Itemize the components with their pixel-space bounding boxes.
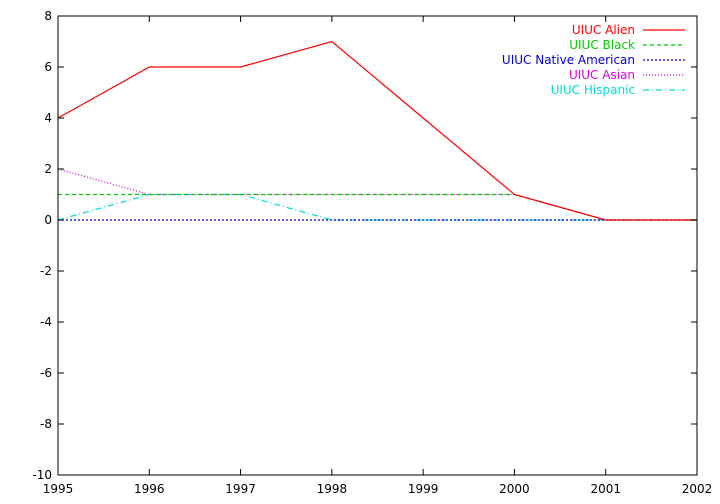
- y-tick-label: -10: [32, 468, 52, 482]
- y-tick-label: 2: [44, 162, 52, 176]
- y-tick-label: -4: [40, 315, 52, 329]
- axis-ticks: [57, 15, 698, 476]
- legend-label-1: UIUC Black: [569, 38, 635, 52]
- series-line-1: [58, 193, 697, 221]
- x-tick-label: 2001: [590, 482, 621, 496]
- y-tick-label: 0: [44, 213, 52, 227]
- y-tick-label: -6: [40, 366, 52, 380]
- x-tick-label: 1998: [317, 482, 348, 496]
- x-tick-label: 1995: [43, 482, 74, 496]
- series-line-4: [57, 193, 697, 221]
- y-tick-label: 8: [44, 9, 52, 23]
- x-tick-label: 1996: [134, 482, 165, 496]
- legend-label-4: UIUC Hispanic: [551, 83, 635, 97]
- legend-label-2: UIUC Native American: [502, 53, 635, 67]
- series-line-3: [57, 168, 697, 221]
- x-tick-label: 1997: [225, 482, 256, 496]
- y-tick-label: 4: [44, 111, 52, 125]
- plot-frame: [57, 15, 698, 476]
- legend-label-0: UIUC Alien: [572, 23, 635, 37]
- y-tick-label: 6: [44, 60, 52, 74]
- x-tick-label: 2000: [499, 482, 530, 496]
- x-tick-label: 2002: [682, 482, 713, 496]
- series-line-0: [57, 40, 697, 221]
- axis-tick-labels: -10 -8 -6 -4 -2 0 2 4 6 8 1995 1996 1997 1998 1999 2000…: [32, 9, 712, 496]
- y-tick-label: -8: [40, 417, 52, 431]
- x-tick-label: 1999: [408, 482, 439, 496]
- series-layer: [57, 40, 697, 221]
- y-tick-label: -2: [40, 264, 52, 278]
- legend-label-3: UIUC Asian: [569, 68, 635, 82]
